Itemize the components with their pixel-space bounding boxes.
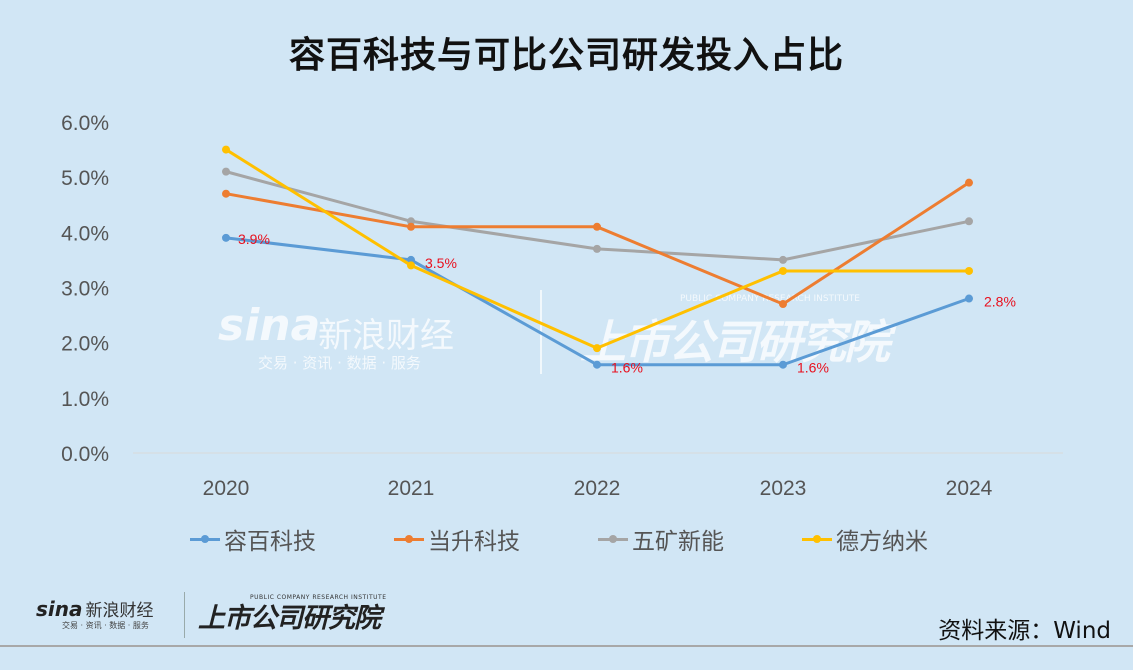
legend-item-wukuang[interactable]: 五矿新能 xyxy=(598,522,802,556)
data-point[interactable] xyxy=(965,294,973,303)
sina-finance-logo: sina 新浪财经 交易 · 资讯 · 数据 · 服务 xyxy=(36,596,154,631)
data-point[interactable] xyxy=(407,217,415,226)
y-tick-label: 6.0% xyxy=(61,112,109,135)
data-point[interactable] xyxy=(407,255,415,264)
watermark-institute: 上市公司研究院 xyxy=(580,315,890,369)
footer-rule xyxy=(0,645,1133,647)
data-point[interactable] xyxy=(965,266,973,275)
y-tick-label: 1.0% xyxy=(61,388,109,411)
series-group xyxy=(222,145,973,369)
watermark-sina-sub: 交易 · 资讯 · 数据 · 服务 xyxy=(258,354,421,372)
data-point[interactable] xyxy=(779,360,787,369)
legend-item-dangsheng[interactable]: 当升科技 xyxy=(394,522,598,556)
institute-logo: 上市公司研究院 xyxy=(198,603,381,634)
y-tick-label: 4.0% xyxy=(61,222,109,245)
legend-label: 当升科技 xyxy=(428,529,520,555)
x-tick-label: 2021 xyxy=(388,477,435,500)
watermark-sina: sina xyxy=(218,300,321,351)
series-2 xyxy=(222,167,973,264)
series-1 xyxy=(222,178,973,309)
data-label: 2.8% xyxy=(984,294,1016,310)
legend: 容百科技 当升科技 五矿新能 德方纳米 xyxy=(190,522,1006,556)
series-0 xyxy=(222,233,973,369)
y-tick-label: 5.0% xyxy=(61,167,109,190)
data-point[interactable] xyxy=(779,300,787,309)
sina-finance-text: 新浪财经 xyxy=(85,601,154,621)
data-point[interactable] xyxy=(222,189,230,198)
chart-title: 容百科技与可比公司研发投入占比 xyxy=(288,35,844,76)
data-point[interactable] xyxy=(222,233,230,242)
data-point[interactable] xyxy=(779,255,787,264)
data-point[interactable] xyxy=(407,261,415,270)
legend-item-rongbai[interactable]: 容百科技 xyxy=(190,522,394,556)
legend-marker-icon xyxy=(598,534,628,543)
data-label: 1.6% xyxy=(611,360,643,376)
watermark-sina-cn: 新浪财经 xyxy=(318,316,454,356)
data-point[interactable] xyxy=(593,360,601,369)
data-point[interactable] xyxy=(593,244,601,253)
legend-item-defang[interactable]: 德方纳米 xyxy=(802,522,1006,556)
series-3 xyxy=(222,145,973,353)
legend-marker-icon xyxy=(802,534,832,543)
legend-label: 五矿新能 xyxy=(632,529,724,555)
sina-logo-icon: sina xyxy=(36,596,83,621)
data-point[interactable] xyxy=(965,217,973,226)
legend-label: 容百科技 xyxy=(224,529,316,555)
x-tick-label: 2020 xyxy=(203,477,250,500)
legend-marker-icon xyxy=(394,534,424,543)
institute-en-text: PUBLIC COMPANY RESEARCH INSTITUTE xyxy=(250,594,387,601)
data-point[interactable] xyxy=(222,167,230,176)
x-tick-label: 2024 xyxy=(946,477,993,500)
y-tick-label: 2.0% xyxy=(61,333,109,356)
data-label: 3.9% xyxy=(238,231,270,247)
data-point[interactable] xyxy=(407,222,415,231)
footer-divider xyxy=(184,592,185,638)
legend-label: 德方纳米 xyxy=(836,529,928,555)
data-point[interactable] xyxy=(222,145,230,154)
y-axis: 0.0% 1.0% 2.0% 3.0% 4.0% 5.0% 6.0% xyxy=(61,112,109,466)
sina-subtitle: 交易 · 资讯 · 数据 · 服务 xyxy=(62,621,149,630)
y-tick-label: 0.0% xyxy=(61,443,109,466)
data-point[interactable] xyxy=(593,222,601,231)
data-point[interactable] xyxy=(965,178,973,187)
source-note: 资料来源：Wind xyxy=(938,618,1111,644)
x-tick-label: 2022 xyxy=(574,477,621,500)
x-tick-label: 2023 xyxy=(760,477,807,500)
data-labels: 3.9% 3.5% 1.6% 1.6% 2.8% xyxy=(238,231,1016,376)
y-tick-label: 3.0% xyxy=(61,277,109,300)
data-label: 1.6% xyxy=(797,360,829,376)
data-point[interactable] xyxy=(593,344,601,353)
x-axis: 2020 2021 2022 2023 2024 xyxy=(203,477,993,500)
legend-marker-icon xyxy=(190,534,220,543)
data-point[interactable] xyxy=(779,266,787,275)
data-label: 3.5% xyxy=(425,255,457,271)
